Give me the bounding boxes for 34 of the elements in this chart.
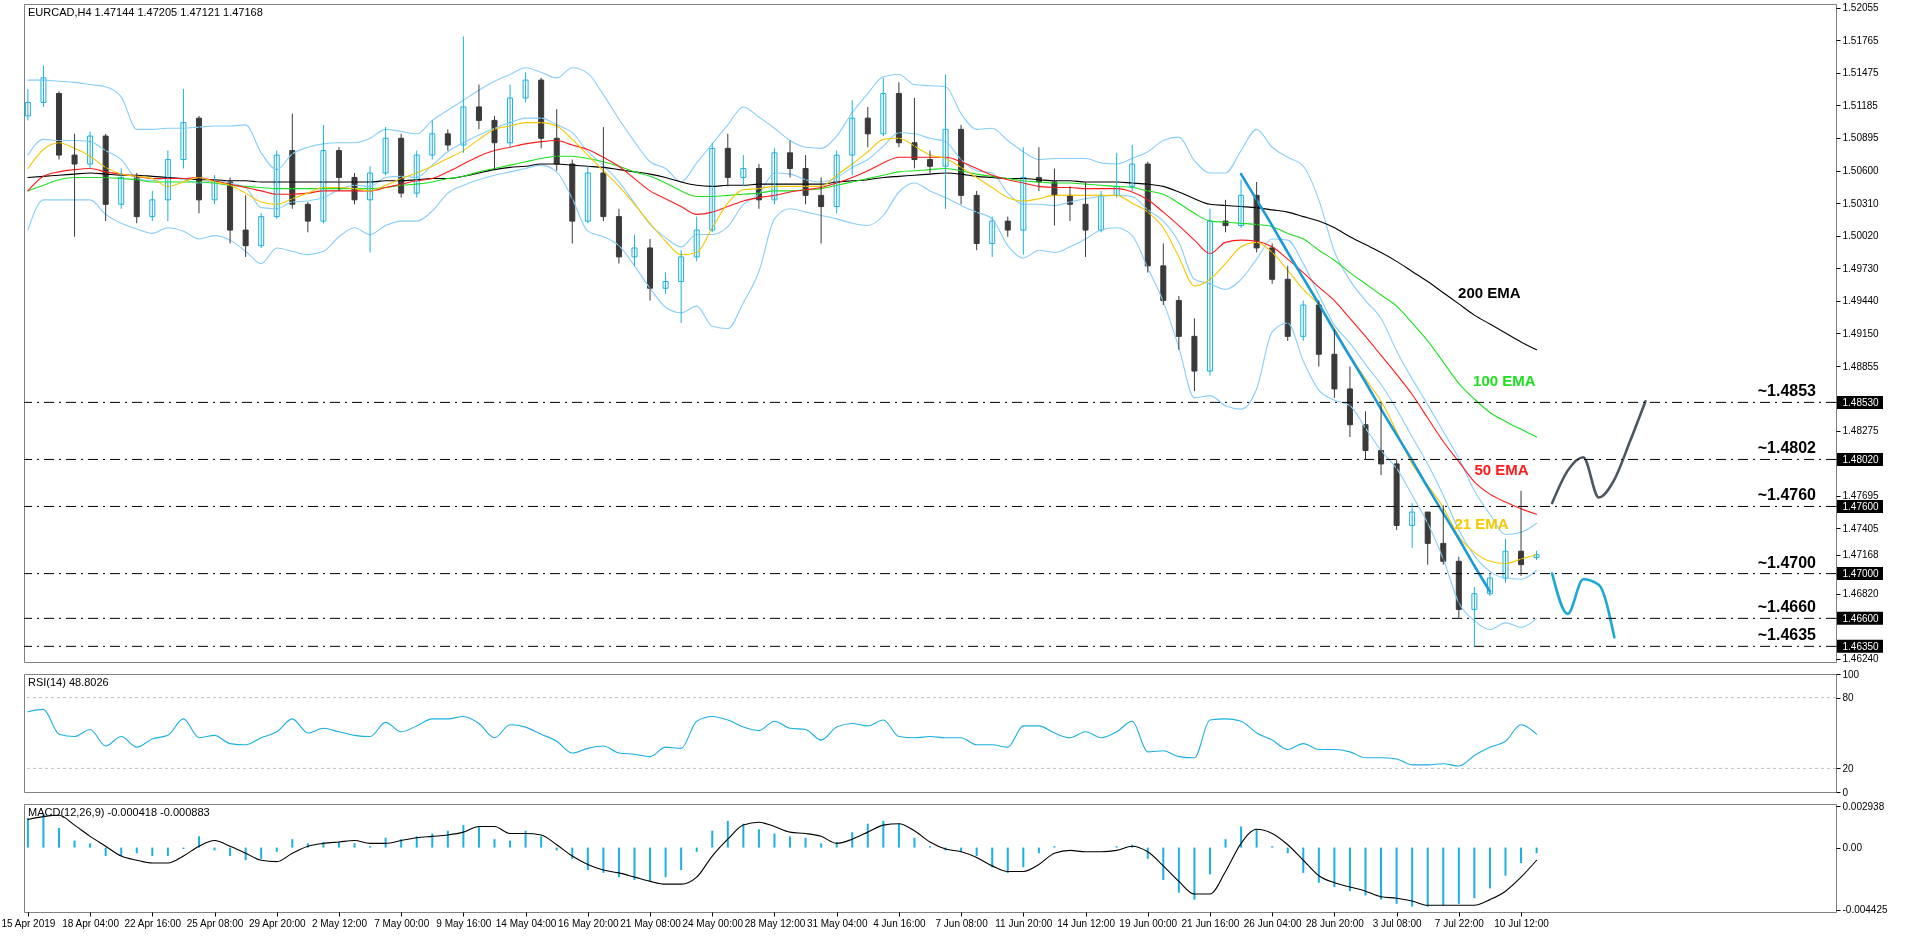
x-tick-label: 16 May 20:00: [558, 917, 620, 929]
y-tick-label: 100: [1842, 668, 1860, 680]
x-tick-label: 18 Apr 04:00: [62, 917, 120, 929]
y-tick-label: 0.00: [1842, 842, 1863, 854]
x-tick-label: 11 Jun 20:00: [995, 917, 1053, 929]
x-tick-label: 4 Jun 16:00: [873, 917, 926, 929]
x-tick-label: 28 Jun 20:00: [1305, 917, 1365, 929]
x-tick-label: 2 May 12:00: [311, 917, 368, 929]
x-tick-label: 9 May 16:00: [436, 917, 492, 929]
x-tick-label: 28 May 12:00: [744, 917, 806, 929]
x-tick-label: 21 May 08:00: [620, 917, 682, 929]
x-tick-label: 24 May 00:00: [682, 917, 744, 929]
y-tick-label: 80: [1842, 692, 1855, 704]
chart-title: MACD(12,26,9) -0.000418 -0.000883: [28, 806, 210, 818]
y-tick-label: 0: [1842, 786, 1849, 798]
x-tick-label: 7 Jul 22:00: [1434, 917, 1485, 929]
x-tick-label: 25 Apr 08:00: [186, 917, 244, 929]
x-tick-label: 21 Jun 16:00: [1181, 917, 1240, 929]
x-tick-label: 14 May 04:00: [495, 917, 557, 929]
y-tick-label: 20: [1842, 762, 1855, 774]
y-tick-label: 0.002938: [1842, 800, 1885, 812]
y-tick-label: -0.004425: [1842, 904, 1888, 916]
x-tick-label: 19 Jun 00:00: [1119, 917, 1178, 929]
x-tick-label: 26 Jun 04:00: [1243, 917, 1303, 929]
x-tick-label: 10 Jul 12:00: [1494, 917, 1550, 929]
x-tick-label: 3 Jul 08:00: [1372, 917, 1423, 929]
x-tick-label: 31 May 04:00: [806, 917, 868, 929]
chart-title: RSI(14) 48.8026: [28, 676, 109, 688]
x-tick-label: 29 Apr 20:00: [248, 917, 307, 929]
x-tick-label: 22 Apr 16:00: [124, 917, 182, 929]
x-tick-label: 7 May 00:00: [374, 917, 430, 929]
x-tick-label: 7 Jun 08:00: [935, 917, 989, 929]
x-tick-label: 15 Apr 2019: [1, 917, 56, 929]
x-tick-label: 14 Jun 12:00: [1057, 917, 1116, 929]
